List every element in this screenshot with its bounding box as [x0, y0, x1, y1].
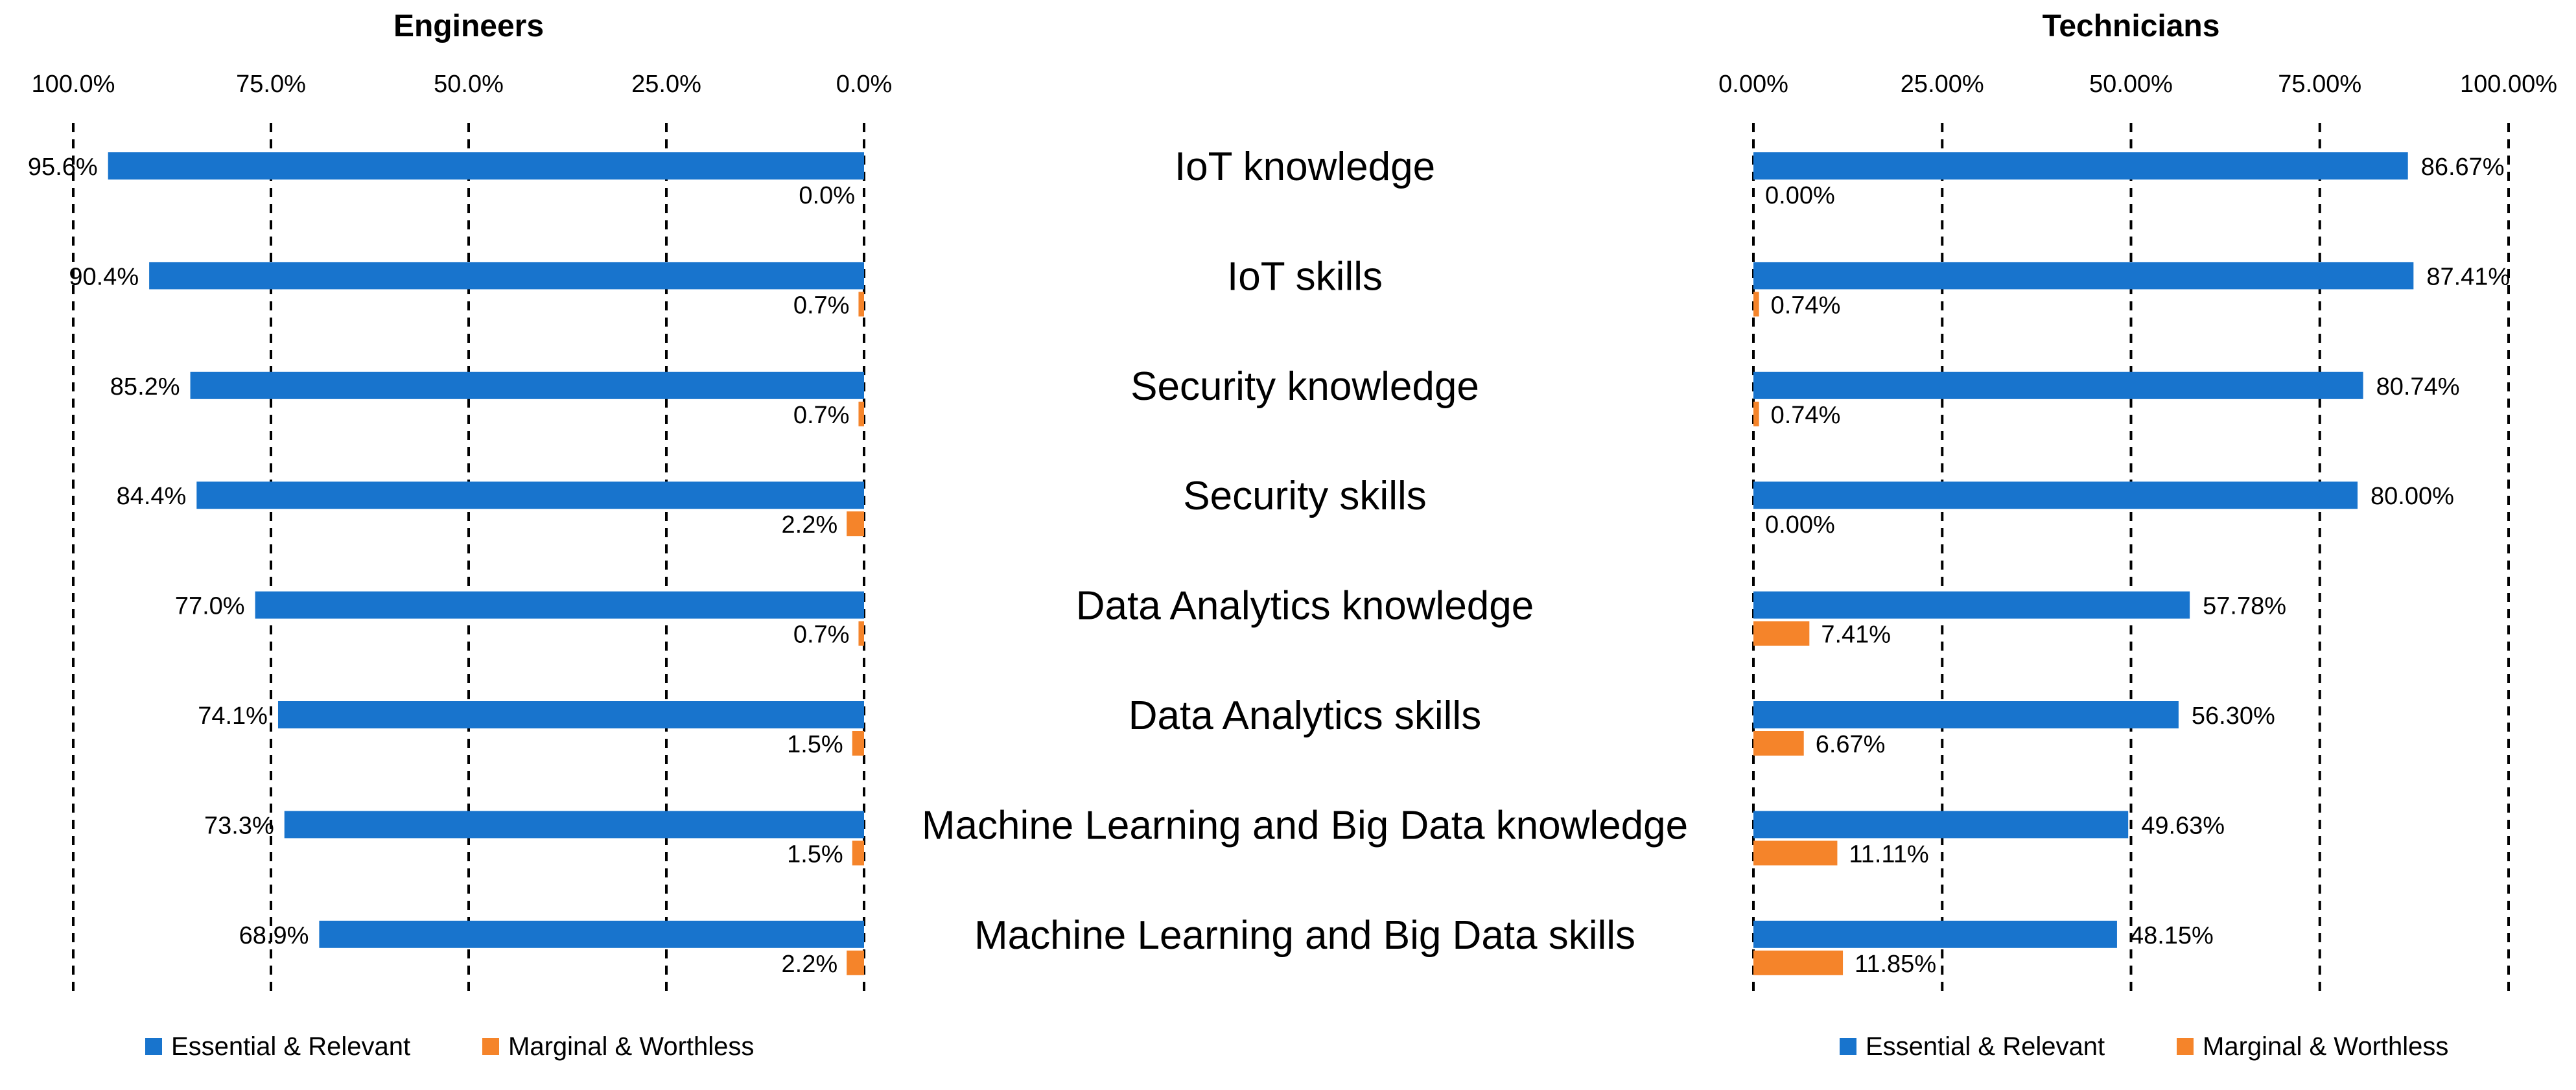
legend-swatch: [145, 1038, 162, 1055]
data-label: 80.00%: [2371, 483, 2454, 510]
x-tick-label: 0.0%: [836, 71, 893, 98]
data-label: 0.00%: [1765, 182, 1835, 209]
data-label: 95.6%: [28, 154, 98, 181]
data-label: 0.00%: [1765, 511, 1835, 539]
category-label: Security knowledge: [1130, 364, 1479, 409]
bar-marginal-worthless: [1753, 950, 1844, 975]
bar-essential-relevant: [1753, 371, 2363, 399]
data-label: 1.5%: [787, 841, 843, 868]
bar-essential-relevant: [196, 481, 864, 509]
bar-marginal-worthless: [1753, 401, 1759, 426]
bar-essential-relevant: [1753, 811, 2129, 839]
bar-marginal-worthless: [858, 401, 864, 426]
category-label: IoT skills: [1227, 254, 1383, 299]
panel-title: Technicians: [2043, 9, 2220, 43]
data-label: 0.0%: [799, 182, 855, 209]
x-tick-label: 50.0%: [434, 71, 504, 98]
bar-essential-relevant: [190, 371, 864, 399]
bar-essential-relevant: [319, 920, 864, 948]
bar-marginal-worthless: [1753, 841, 1838, 866]
bar-essential-relevant: [284, 811, 864, 839]
data-label: 57.78%: [2203, 593, 2286, 620]
x-tick-label: 100.00%: [2460, 71, 2557, 98]
x-tick-label: 75.0%: [236, 71, 306, 98]
bar-marginal-worthless: [852, 841, 864, 866]
data-label: 85.2%: [110, 373, 180, 400]
x-tick-label: 75.00%: [2278, 71, 2361, 98]
data-label: 86.67%: [2421, 154, 2505, 181]
bar-essential-relevant: [1753, 481, 2358, 509]
bar-essential-relevant: [1753, 920, 2117, 948]
legend-swatch: [1840, 1038, 1856, 1055]
data-label: 73.3%: [204, 812, 274, 839]
bar-essential-relevant: [1753, 262, 2414, 290]
data-label: 0.74%: [1771, 402, 1841, 429]
legend-swatch: [482, 1038, 499, 1055]
bar-marginal-worthless: [1753, 292, 1759, 317]
data-label: 0.7%: [793, 292, 850, 319]
bar-marginal-worthless: [858, 621, 864, 646]
category-label: Machine Learning and Big Data knowledge: [922, 803, 1688, 848]
category-label: IoT knowledge: [1175, 145, 1435, 189]
data-label: 11.85%: [1855, 951, 1936, 978]
x-tick-label: 50.00%: [2089, 71, 2173, 98]
bar-marginal-worthless: [1753, 621, 1810, 646]
data-label: 77.0%: [175, 593, 245, 620]
data-label: 84.4%: [117, 483, 187, 510]
bar-essential-relevant: [149, 262, 864, 290]
bar-essential-relevant: [1753, 701, 2179, 728]
data-label: 1.5%: [787, 731, 843, 758]
data-label: 87.41%: [2426, 263, 2510, 290]
category-label: Data Analytics knowledge: [1076, 584, 1534, 629]
legend-swatch: [2177, 1038, 2194, 1055]
bar-essential-relevant: [1753, 591, 2190, 619]
data-label: 80.74%: [2376, 373, 2460, 400]
data-label: 90.4%: [69, 263, 139, 290]
bar-essential-relevant: [108, 152, 865, 180]
data-label: 11.11%: [1849, 841, 1928, 868]
data-label: 49.63%: [2141, 812, 2225, 839]
data-label: 68.9%: [239, 922, 309, 949]
category-label: Machine Learning and Big Data skills: [974, 913, 1635, 958]
data-label: 74.1%: [198, 702, 268, 730]
data-label: 6.67%: [1816, 731, 1886, 758]
data-label: 7.41%: [1821, 621, 1891, 649]
bar-marginal-worthless: [847, 511, 864, 537]
data-label: 2.2%: [782, 951, 838, 978]
data-label: 2.2%: [782, 511, 838, 539]
bar-essential-relevant: [277, 701, 865, 728]
x-tick-label: 100.0%: [32, 71, 115, 98]
legend-label: Essential & Relevant: [171, 1032, 410, 1061]
category-label: Security skills: [1183, 474, 1427, 518]
bar-marginal-worthless: [852, 731, 864, 756]
x-tick-label: 25.0%: [631, 71, 701, 98]
legend-label: Marginal & Worthless: [508, 1032, 754, 1061]
x-tick-label: 0.00%: [1718, 71, 1788, 98]
x-tick-label: 25.00%: [1901, 71, 1984, 98]
data-label: 0.74%: [1771, 292, 1841, 319]
bar-marginal-worthless: [858, 292, 864, 317]
bar-essential-relevant: [1753, 152, 2408, 180]
data-label: 48.15%: [2130, 922, 2214, 949]
bar-marginal-worthless: [1753, 731, 1804, 756]
bar-marginal-worthless: [847, 950, 864, 975]
legend-label: Essential & Relevant: [1866, 1032, 2105, 1061]
panel-title: Engineers: [393, 9, 544, 43]
data-label: 0.7%: [793, 402, 850, 429]
legend-label: Marginal & Worthless: [2203, 1032, 2448, 1061]
data-label: 0.7%: [793, 621, 850, 649]
data-label: 56.30%: [2192, 702, 2275, 730]
bar-essential-relevant: [255, 591, 865, 619]
category-label: Data Analytics skills: [1129, 693, 1481, 738]
